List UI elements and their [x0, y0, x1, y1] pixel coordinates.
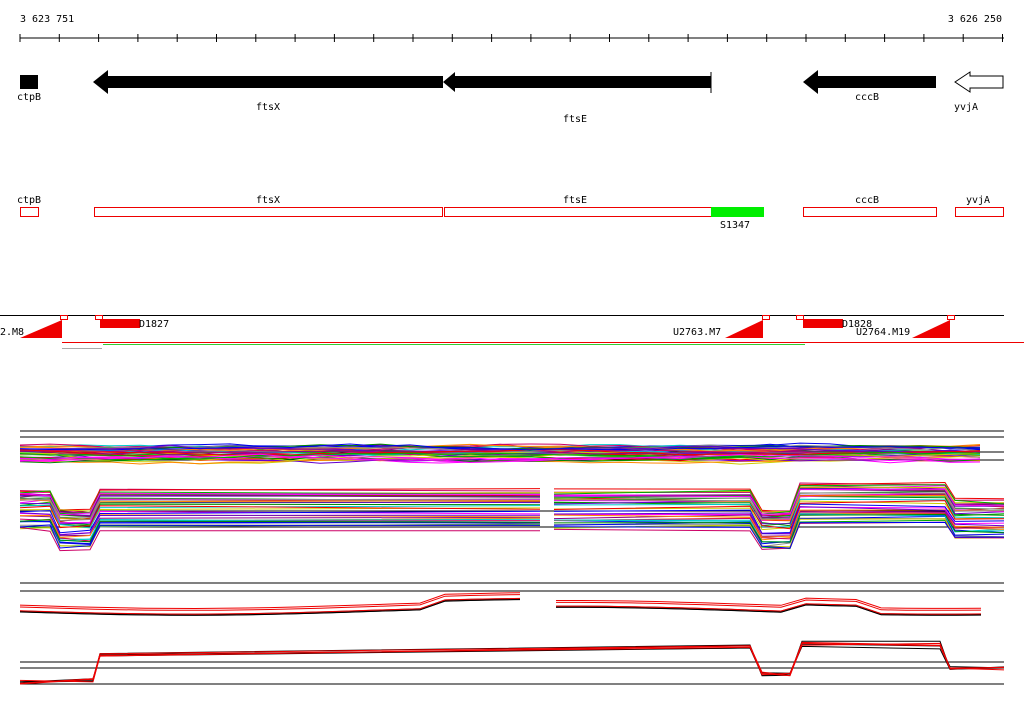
expression-line [556, 603, 982, 615]
gene-label: yvjA [954, 102, 978, 113]
expression-line [553, 488, 1005, 515]
expression-tracks [19, 430, 1005, 685]
expression-line [19, 443, 981, 452]
segment-label: ftsE [563, 195, 587, 206]
expression-line [556, 604, 982, 616]
ruler-start: 3 623 751 [20, 14, 74, 25]
gene-label: ftsE [563, 114, 587, 125]
gene-track: ctpB ftsX ftsE cccB yvjA [17, 70, 1004, 125]
gene-arrow [20, 75, 38, 89]
expression-line [19, 453, 980, 462]
expression-line [556, 597, 982, 609]
expression-line [19, 488, 541, 511]
segment [711, 207, 764, 217]
expression-line [553, 513, 1005, 543]
expression-line [553, 511, 1005, 540]
expression-line [19, 510, 541, 534]
gene-arrow [443, 72, 711, 92]
expression-line [19, 490, 541, 515]
expression-line [19, 448, 981, 456]
transcript-track: 2.M8 D1827 U2763.M7 D1828 U2764.M19 [0, 315, 1024, 349]
expression-line [19, 498, 541, 522]
expression-line [553, 484, 1005, 515]
segment [94, 207, 443, 217]
expression-line [19, 645, 1005, 683]
gene-label: ftsX [256, 102, 280, 113]
expression-line [19, 505, 541, 529]
expression-line [19, 512, 541, 536]
gene-arrow [954, 71, 1004, 93]
expression-line [19, 444, 981, 453]
transcript-label: 2.M8 [0, 327, 24, 338]
segment [444, 207, 712, 217]
expression-line [19, 515, 541, 537]
expression-line [19, 497, 541, 520]
expression-line [19, 527, 540, 552]
expression-line [553, 492, 1005, 520]
expression-line [19, 597, 521, 615]
expression-line [19, 519, 541, 543]
expression-line [553, 521, 1004, 549]
expression-line [19, 642, 1005, 683]
ruler-end: 3 626 250 [948, 14, 1002, 25]
expression-line [554, 495, 1005, 527]
expression-line [553, 498, 1005, 528]
expression-line [19, 592, 521, 610]
expression-line [19, 451, 981, 460]
gene-label: ctpB [17, 92, 41, 103]
segment-track [20, 207, 1004, 217]
segment [20, 207, 39, 217]
expression-line [19, 494, 541, 517]
expression-line [19, 520, 541, 545]
ruler: 3 623 751 3 626 250 [19, 14, 1004, 42]
gene-label: cccB [855, 92, 879, 103]
expression-line [553, 503, 1005, 534]
gene-arrow [803, 70, 936, 94]
expression-line [556, 603, 982, 615]
expression-line [19, 492, 541, 516]
expression-line [19, 594, 521, 611]
segment-label: yvjA [966, 195, 990, 206]
expression-line [553, 509, 1005, 538]
expression-line [19, 443, 981, 451]
segment [803, 207, 937, 217]
expression-line [19, 598, 521, 616]
expression-line [19, 641, 1005, 684]
transcript-label: D1828 [842, 319, 872, 330]
segment-label: ctpB [17, 195, 41, 206]
transcript-label: D1827 [139, 319, 169, 330]
expression-line [19, 498, 541, 520]
segment-label: cccB [855, 195, 879, 206]
expression-line [556, 599, 982, 611]
gene-arrow [93, 70, 443, 94]
transcript-label: U2763.M7 [673, 327, 721, 338]
expression-line [553, 506, 1005, 535]
segment-label: ftsX [256, 195, 280, 206]
expression-line [19, 524, 541, 549]
expression-line [19, 447, 981, 456]
segment-label: S1347 [720, 220, 750, 231]
expression-line [19, 501, 541, 525]
segment [955, 207, 1004, 217]
transcript-label: U2764.M19 [856, 327, 910, 338]
expression-line [553, 500, 1005, 530]
